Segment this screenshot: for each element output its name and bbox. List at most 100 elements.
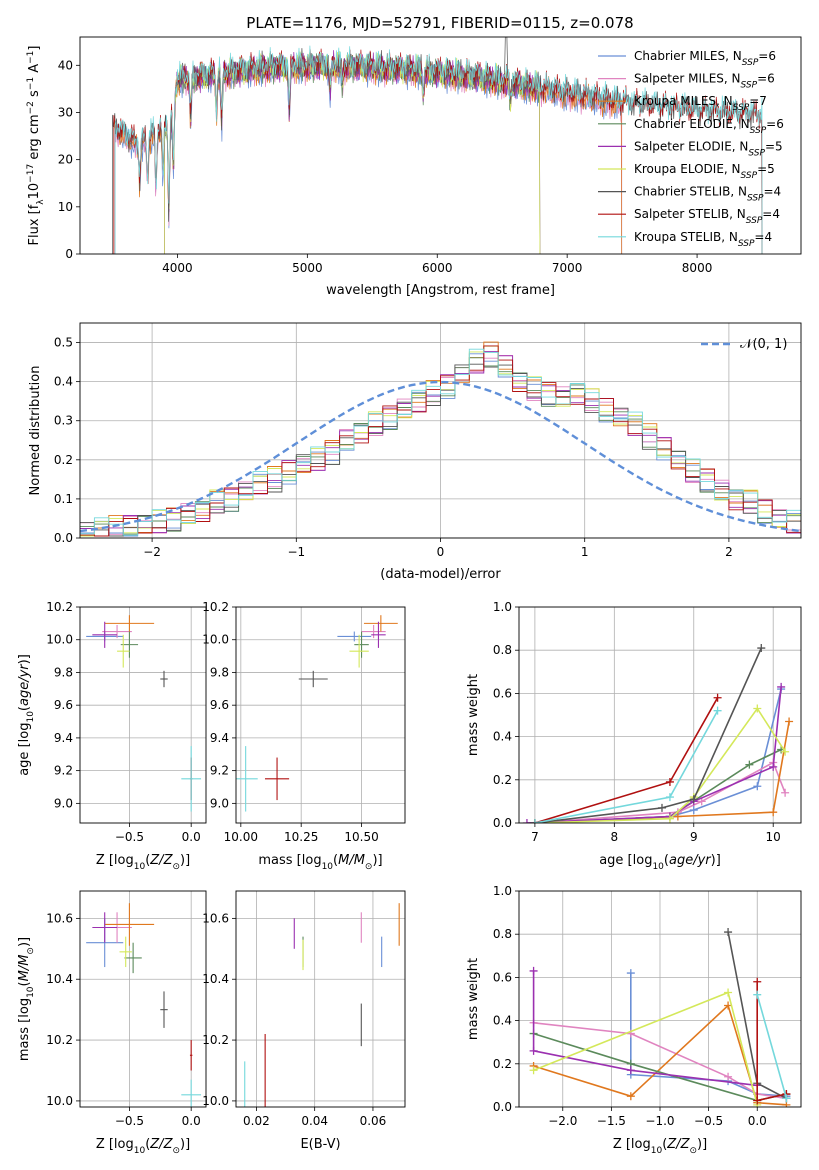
y-tick-label: 10.2 bbox=[202, 1033, 229, 1047]
x-tick-label: 8000 bbox=[682, 261, 713, 275]
residuals-axes-frame bbox=[79, 322, 802, 539]
histogram-salpeter_miles bbox=[80, 354, 801, 537]
histogram-chabrier_elodie bbox=[80, 357, 801, 537]
residuals-x-label: (data-model)/error bbox=[380, 567, 501, 582]
weight-point-chabrier_miles bbox=[626, 969, 635, 978]
legend-label: Salpeter STELIB, NSSP=4 bbox=[634, 207, 780, 226]
weight-point-salpeter_stelib bbox=[713, 693, 722, 702]
y-tick-label: 10.2 bbox=[202, 600, 229, 614]
weight-line-salpeter_elodie bbox=[532, 970, 758, 1087]
x-tick-label: 0.0 bbox=[748, 1114, 767, 1128]
x-tick-label: −1 bbox=[287, 545, 305, 559]
weight_vs_age-panel: 7 8 9 10 0.0 0.2 0.4 0.6 0.8 1.0 age [log10(age/yr… bbox=[466, 600, 802, 872]
y-tick-label: 0.0 bbox=[493, 1100, 512, 1114]
weight_vs_z-x-label: Z [log10(Z/Z⊙)] bbox=[613, 1137, 707, 1156]
y-tick-label: 10.0 bbox=[202, 1094, 229, 1108]
y-tick-label: 0.6 bbox=[493, 686, 512, 700]
weight-point-salpeter_elodie bbox=[769, 762, 778, 771]
x-tick-label: 10 bbox=[766, 830, 781, 844]
x-tick-label: −1.5 bbox=[597, 1114, 626, 1128]
weight_vs_age-axes-frame bbox=[518, 606, 802, 824]
residuals-plot-area bbox=[80, 323, 801, 538]
y-tick-label: 9.4 bbox=[210, 731, 229, 745]
weight-point-salpeter_stelib bbox=[753, 977, 762, 986]
spectrum-line-kroupa_stelib bbox=[114, 45, 763, 254]
mass_vs_z-x-label: Z [log10(Z/Z⊙)] bbox=[96, 1137, 190, 1156]
spectrum-plot-area bbox=[112, 37, 763, 254]
figure-title: PLATE=1176, MJD=52791, FIBERID=0115, z=0… bbox=[246, 14, 633, 32]
weight-point-salpeter_miles bbox=[781, 788, 790, 797]
legend-label: Chabrier MILES, NSSP=6 bbox=[634, 49, 776, 68]
y-tick-label: 9.8 bbox=[210, 665, 229, 679]
mass_vs_z-axes-frame bbox=[79, 890, 207, 1108]
x-tick-label: 8 bbox=[611, 830, 619, 844]
histogram-kroupa_miles bbox=[80, 341, 801, 537]
y-tick-label: 9.2 bbox=[54, 764, 73, 778]
histogram-salpeter_stelib bbox=[80, 345, 801, 537]
mass_vs_ebv-plot-area bbox=[236, 891, 405, 1107]
histogram-kroupa_stelib bbox=[80, 348, 801, 536]
weight-point-kroupa_stelib bbox=[782, 1094, 791, 1103]
x-tick-label: 0.0 bbox=[182, 830, 201, 844]
legend-label: Kroupa STELIB, NSSP=4 bbox=[634, 230, 772, 249]
weight-point-chabrier_stelib bbox=[724, 928, 733, 937]
x-tick-label: 7000 bbox=[552, 261, 583, 275]
legend-label: Chabrier STELIB, NSSP=4 bbox=[634, 185, 781, 204]
weight-point-salpeter_elodie bbox=[522, 819, 531, 823]
mass_vs_ebv-axes-frame bbox=[235, 890, 406, 1108]
y-tick-label: 9.0 bbox=[210, 796, 229, 810]
weight-point-salpeter_elodie bbox=[529, 1046, 538, 1055]
x-tick-label: −0.5 bbox=[694, 1114, 723, 1128]
spectrum-x-label: wavelength [Angstrom, rest frame] bbox=[326, 283, 555, 298]
x-tick-label: −2 bbox=[143, 545, 161, 559]
y-tick-label: 0.2 bbox=[493, 773, 512, 787]
x-tick-label: 4000 bbox=[162, 261, 193, 275]
weight-line-chabrier_stelib bbox=[534, 647, 763, 823]
mass_vs_z-y-label: mass [log10(M/M⊙)] bbox=[17, 937, 36, 1061]
y-tick-label: 0.4 bbox=[493, 730, 512, 744]
weight-point-kroupa_stelib bbox=[665, 793, 674, 802]
x-tick-label: −2.0 bbox=[548, 1114, 577, 1128]
y-tick-label: 0.0 bbox=[54, 531, 73, 545]
weight-point-chabrier_stelib bbox=[657, 803, 666, 812]
mass_vs_z-panel: −0.5 0.0 10.0 10.2 10.4 10.6 Z [log10(Z/Z⊙)] ma… bbox=[17, 890, 207, 1156]
y-tick-label: 0.4 bbox=[54, 375, 73, 389]
x-tick-label: 10.25 bbox=[284, 830, 318, 844]
x-tick-label: 0 bbox=[437, 545, 445, 559]
legend-label: Kroupa ELODIE, NSSP=5 bbox=[634, 162, 775, 181]
x-tick-label: 0.0 bbox=[182, 1114, 201, 1128]
age_vs_mass-plot-area bbox=[236, 607, 405, 823]
weight-point-salpeter_stelib bbox=[665, 777, 674, 786]
weight-point-kroupa_stelib bbox=[713, 706, 722, 715]
y-tick-label: 0.6 bbox=[493, 970, 512, 984]
y-tick-label: 10.0 bbox=[46, 1094, 73, 1108]
y-tick-label: 0.3 bbox=[54, 414, 73, 428]
legend-label: Salpeter MILES, NSSP=6 bbox=[634, 72, 775, 91]
age_vs_z-panel: −0.5 0.0 9.0 9.2 9.4 9.6 9.8 10.0 10.2 Z [log10(Z… bbox=[17, 600, 207, 872]
legend-label: Chabrier ELODIE, NSSP=6 bbox=[634, 117, 784, 136]
y-tick-label: 0.5 bbox=[54, 336, 73, 350]
weight-point-kroupa_elodie bbox=[529, 1066, 538, 1075]
age_vs_z-y-label: age [log10(age/yr)] bbox=[17, 654, 36, 776]
histogram-salpeter_elodie bbox=[80, 351, 801, 537]
y-tick-label: 40 bbox=[58, 58, 73, 72]
age_vs_z-axes-frame bbox=[79, 606, 207, 824]
x-tick-label: −1.0 bbox=[645, 1114, 674, 1128]
age_vs_mass-axes-frame bbox=[235, 606, 406, 824]
weight-point-salpeter_elodie bbox=[777, 682, 786, 691]
y-tick-label: 0.8 bbox=[493, 643, 512, 657]
legend-label-normal: 𝒩(0, 1) bbox=[740, 337, 787, 352]
weight_vs_age-x-label: age [log10(age/yr)] bbox=[599, 853, 721, 872]
age_vs_mass-panel: 10.00 10.25 10.50 9.0 9.2 9.4 9.6 9.8 10.0 10.2 ma… bbox=[202, 600, 406, 872]
weight-point-salpeter_miles bbox=[724, 1072, 733, 1081]
x-tick-label: −0.5 bbox=[115, 1114, 144, 1128]
weight_vs_z-axes-frame bbox=[518, 890, 802, 1108]
y-tick-label: 10.2 bbox=[46, 1033, 73, 1047]
weight_vs_z-panel: −2.0 −1.5 −1.0 −0.5 0.0 0.0 0.2 0.4 0.6 0.8 1.0 Z [… bbox=[466, 884, 802, 1156]
weight-point-kroupa_elodie bbox=[781, 747, 790, 756]
weight-point-salpeter_elodie bbox=[529, 966, 538, 975]
weight-point-kroupa_miles bbox=[626, 1092, 635, 1101]
y-tick-label: 30 bbox=[58, 105, 73, 119]
weight-point-kroupa_miles bbox=[769, 808, 778, 817]
